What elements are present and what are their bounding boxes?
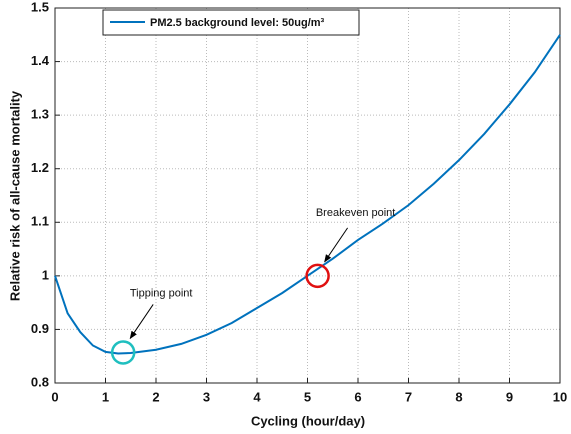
- y-tick-label: 1.4: [31, 53, 50, 68]
- line-series: [54, 34, 561, 355]
- x-tick-label: 7: [405, 389, 412, 404]
- x-tick-label: 8: [455, 389, 462, 404]
- x-tick-label: 0: [51, 389, 58, 404]
- annotation-circle: [305, 263, 330, 289]
- y-tick-label: 1.2: [31, 160, 49, 175]
- legend-box: [102, 9, 360, 36]
- x-axis-label: Cycling (hour/day): [251, 413, 365, 428]
- y-tick-label: 1: [42, 267, 49, 282]
- x-tick-label: 9: [506, 389, 513, 404]
- x-tick-label: 1: [102, 389, 109, 404]
- annotation-label: Breakeven point: [316, 207, 396, 219]
- x-tick-label: 3: [203, 389, 210, 404]
- x-tick-label: 5: [304, 389, 311, 404]
- legend: PM2.5 background level: 50ug/m³: [102, 9, 360, 36]
- y-tick-label: 1.3: [31, 107, 49, 122]
- annotation-arrow: [324, 227, 349, 263]
- legend-label: PM2.5 background level: 50ug/m³: [150, 17, 325, 29]
- x-tick-label: 2: [152, 389, 159, 404]
- annotation-circle: [110, 340, 136, 365]
- annotation-arrow: [129, 304, 154, 340]
- y-tick-label: 1.1: [31, 214, 49, 229]
- x-tick-label: 4: [253, 389, 261, 404]
- y-axis-label: Relative risk of all-cause mortality: [7, 90, 22, 301]
- y-tick-label: 0.8: [31, 374, 49, 389]
- y-tick-label: 1.5: [31, 0, 49, 14]
- plot-frame: [54, 7, 561, 384]
- y-tick-label: 0.9: [31, 321, 49, 336]
- x-tick-label: 10: [553, 389, 567, 404]
- annotation-label: Tipping point: [130, 287, 193, 299]
- x-tick-label: 6: [354, 389, 361, 404]
